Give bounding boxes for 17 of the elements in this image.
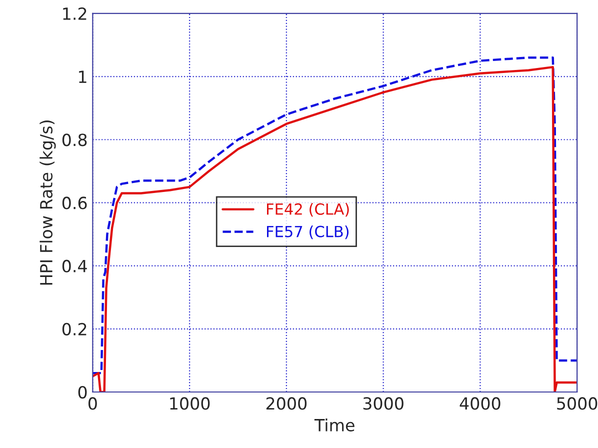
x-tick-label: 2000 <box>266 397 307 410</box>
y-tick-label: 0.6 <box>62 196 87 210</box>
y-tick-label: 0.4 <box>62 260 87 272</box>
x-tick-label: 5000 <box>557 397 598 410</box>
y-tick-label: 1.2 <box>63 7 86 20</box>
y-tick-label: 0.8 <box>62 134 87 146</box>
x-tick-label: 4000 <box>460 397 500 410</box>
x-tick-label: 1000 <box>170 397 210 410</box>
y-tick-label: 0.2 <box>62 322 86 336</box>
y-tick-label: 1 <box>79 70 86 83</box>
x-tick-label: 3000 <box>363 397 404 410</box>
legend-label: FE57 (CLB) <box>267 225 349 240</box>
y-axis-title: HPI Flow Rate (kg/s) <box>40 120 56 285</box>
legend-label: FE42 (CLA) <box>267 203 349 217</box>
x-tick-label: 0 <box>88 397 97 410</box>
y-tick-label: 0 <box>78 386 87 399</box>
x-axis-title: Time <box>314 418 354 432</box>
